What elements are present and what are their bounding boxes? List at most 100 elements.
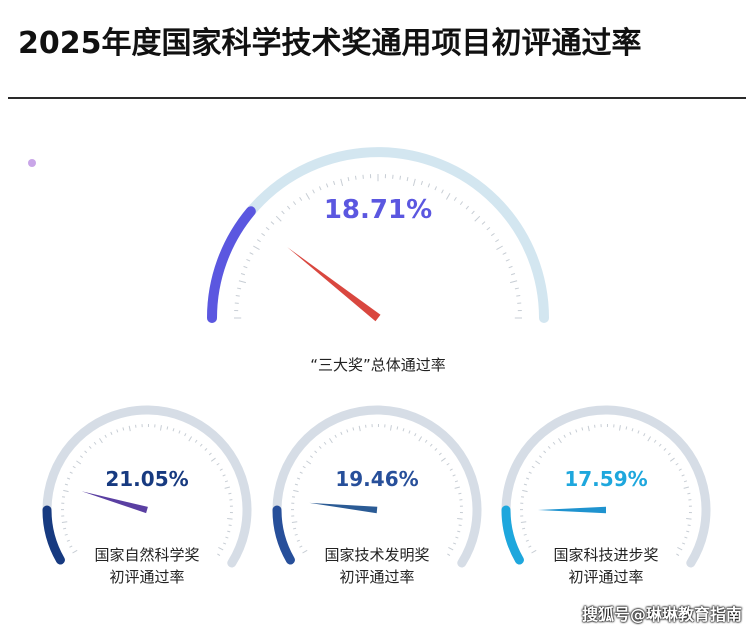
gauge-tick: [305, 193, 311, 200]
gauge-tick: [522, 489, 528, 493]
gauge-tick: [446, 462, 450, 466]
gauge-tick: [406, 177, 409, 182]
gauge-tick: [420, 180, 423, 186]
gauge-tick: [441, 189, 444, 194]
gauge-caption: 初评通过率: [109, 568, 184, 586]
gauge-tick: [227, 530, 231, 533]
gauge-tick: [281, 210, 285, 215]
gauge-needle: [309, 502, 378, 514]
gauge-tick: [66, 477, 71, 480]
gauge-tick: [293, 489, 299, 493]
gauge-tick: [237, 287, 242, 290]
gauge-tick: [99, 438, 103, 444]
gauge-tick: [454, 486, 460, 489]
gauge-tick: [246, 258, 251, 262]
gauge-tick: [323, 441, 327, 445]
gauge-tick: [178, 430, 181, 434]
gauge-tick: [261, 232, 266, 237]
gauge-tick: [296, 539, 300, 542]
gauge-tick: [292, 201, 297, 206]
gauge-tick: [486, 226, 491, 231]
gauge-tick: [447, 553, 451, 556]
gauge-tick: [647, 436, 652, 442]
gauge-value-label: 21.05%: [105, 467, 188, 491]
gauge-tick: [238, 280, 246, 284]
gauge-tick: [516, 294, 521, 297]
gauge-tick: [438, 452, 442, 456]
gauge-tick: [414, 433, 417, 437]
gauge-tick: [399, 175, 402, 180]
gauge-tick: [210, 457, 216, 462]
gauge-tick: [520, 521, 527, 524]
gauge-tick: [253, 245, 260, 251]
gauge-tick: [69, 471, 73, 474]
gauge-tick: [418, 436, 423, 442]
gauge-tick: [408, 430, 411, 434]
gauge-caption: 国家自然科学奖: [94, 546, 199, 564]
gauge-ticks: [60, 424, 233, 556]
gauge-tick: [490, 232, 495, 237]
gauge-tick: [402, 428, 405, 432]
gauge-tick: [528, 471, 532, 474]
gauge-tick: [619, 425, 621, 431]
gauge-tick: [531, 549, 537, 554]
gauge-fill: [501, 505, 524, 565]
gauge-tick: [510, 280, 518, 284]
gauge-tick: [293, 527, 297, 530]
gauge-tick: [334, 434, 337, 438]
gauge-tick: [569, 431, 572, 435]
gauge-overall: 18.71% “三大奖”总体通过率: [207, 147, 549, 374]
gauge-tick: [222, 474, 226, 477]
gauge-tick: [104, 434, 107, 438]
gauge-tick: [225, 536, 229, 539]
gauge-tick: [508, 265, 513, 269]
gauge-tick: [457, 530, 461, 533]
watermark: 搜狐号@琳琳教育指南: [581, 605, 742, 624]
gauge-tick: [228, 492, 232, 495]
gauge-tick: [653, 439, 657, 443]
gauge-tick: [452, 474, 456, 477]
gauge-ticks: [519, 424, 692, 556]
gauge-value-label: 19.46%: [335, 467, 418, 491]
gauge-tick: [228, 524, 232, 527]
gauge-tick: [64, 483, 69, 486]
gauge-tick: [643, 433, 646, 437]
gauge-tick: [219, 468, 223, 471]
gauge-tick: [459, 201, 464, 206]
gauge-tick: [496, 245, 503, 251]
gauge-tick: [240, 273, 246, 276]
gauge-tick: [249, 252, 254, 255]
gauge-tick: [302, 549, 308, 554]
gauge-tick: [166, 426, 169, 430]
gauge-tick: [265, 226, 270, 231]
gauge-tick: [543, 450, 547, 454]
gauge-tick: [346, 429, 349, 433]
gauge-tick: [563, 434, 566, 438]
gauge-tick: [63, 489, 69, 493]
gauge-tick: [458, 492, 462, 495]
gauge-tick: [687, 524, 691, 527]
gauge-tick: [429, 443, 433, 447]
gauge-tick: [270, 221, 275, 225]
gauge-tick: [223, 542, 227, 545]
gauge-tick: [522, 527, 526, 530]
gauge-tick: [390, 425, 392, 431]
gauge-tick: [427, 183, 431, 188]
gauge-tick: [61, 521, 68, 524]
gauge-tick: [358, 425, 361, 432]
gauge-tick: [208, 452, 212, 456]
gauge-tick: [465, 205, 470, 210]
gauge-tick: [299, 196, 303, 201]
gauge-tick: [79, 455, 83, 458]
gauge-tick: [686, 530, 690, 533]
page-title: 2025年度国家科学技术奖通用项目初评通过率: [18, 26, 642, 61]
gauge-tick: [682, 542, 686, 545]
gauge-tick: [525, 477, 530, 480]
gauge-value-label: 18.71%: [324, 195, 432, 225]
gauge-tick: [457, 518, 463, 520]
gauge-tick: [581, 427, 584, 431]
gauge-tick: [299, 471, 303, 474]
gauge-tick: [325, 183, 329, 188]
gauge-tick: [333, 180, 336, 186]
